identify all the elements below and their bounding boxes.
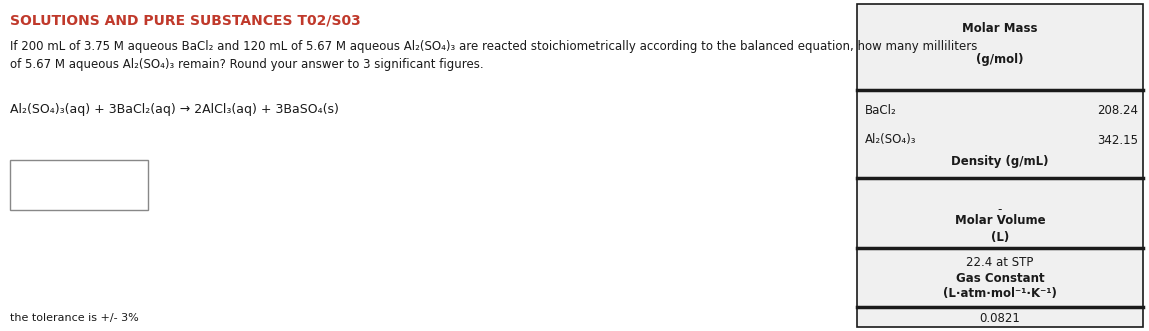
Text: Molar Mass: Molar Mass [962, 22, 1038, 34]
Text: Density (g/mL): Density (g/mL) [951, 156, 1049, 168]
Text: 208.24: 208.24 [1097, 104, 1138, 117]
Text: (L): (L) [990, 231, 1009, 245]
Text: SOLUTIONS AND PURE SUBSTANCES T02/S03: SOLUTIONS AND PURE SUBSTANCES T02/S03 [10, 14, 361, 28]
Text: of 5.67 M aqueous Al₂(SO₄)₃ remain? Round your answer to 3 significant figures.: of 5.67 M aqueous Al₂(SO₄)₃ remain? Roun… [10, 58, 484, 71]
Text: (g/mol): (g/mol) [977, 54, 1024, 67]
Text: 0.0821: 0.0821 [980, 311, 1020, 324]
Text: Gas Constant: Gas Constant [956, 271, 1044, 285]
Text: BaCl₂: BaCl₂ [865, 104, 896, 117]
Text: If 200 mL of 3.75 M aqueous BaCl₂ and 120 mL of 5.67 M aqueous Al₂(SO₄)₃ are rea: If 200 mL of 3.75 M aqueous BaCl₂ and 12… [10, 40, 978, 53]
Text: Molar Volume: Molar Volume [955, 213, 1046, 226]
Text: (L·atm·mol⁻¹·K⁻¹): (L·atm·mol⁻¹·K⁻¹) [943, 288, 1057, 301]
Text: Al₂(SO₄)₃(aq) + 3BaCl₂(aq) → 2AlCl₃(aq) + 3BaSO₄(s): Al₂(SO₄)₃(aq) + 3BaCl₂(aq) → 2AlCl₃(aq) … [10, 103, 339, 116]
Bar [857, 4, 1143, 327]
Text: Al₂(SO₄)₃: Al₂(SO₄)₃ [865, 133, 917, 147]
Text: the tolerance is +/- 3%: the tolerance is +/- 3% [10, 313, 139, 323]
Text: 22.4 at STP: 22.4 at STP [966, 256, 1034, 268]
Bar [10, 160, 148, 210]
Text: -: - [997, 204, 1002, 216]
Text: 342.15: 342.15 [1097, 133, 1138, 147]
